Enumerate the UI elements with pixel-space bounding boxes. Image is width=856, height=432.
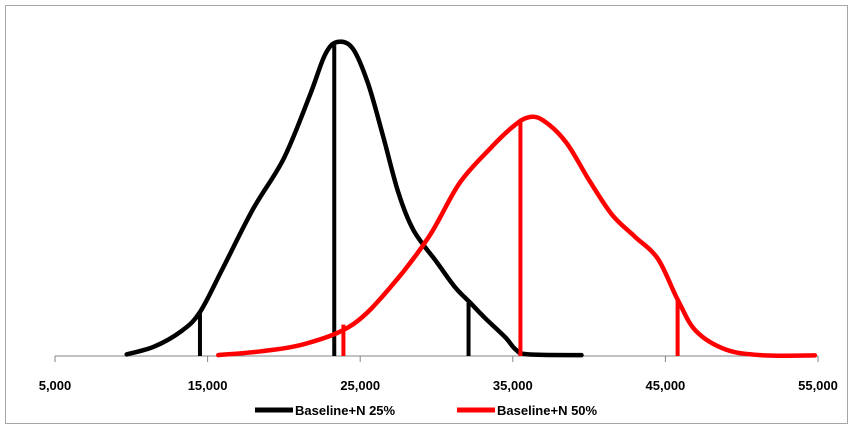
legend-label: Baseline+N 50% (497, 403, 598, 418)
x-axis-ticks: 5,000 15,000 25,000 35,000 45,000 55,000 (39, 356, 838, 393)
legend-item: Baseline+N 50% (457, 403, 598, 418)
series-group (124, 39, 818, 359)
legend-item: Baseline+N 25% (255, 403, 396, 418)
legend: Baseline+N 25% Baseline+N 50% (255, 403, 598, 418)
legend-label: Baseline+N 25% (295, 403, 396, 418)
x-tick-label: 25,000 (340, 378, 380, 393)
x-tick-label: 45,000 (646, 378, 686, 393)
x-tick-label: 5,000 (39, 378, 72, 393)
x-tick-label: 35,000 (493, 378, 533, 393)
series-2 (216, 114, 818, 359)
series-1 (124, 39, 584, 358)
x-tick-label: 15,000 (188, 378, 228, 393)
series-line (124, 39, 584, 358)
x-tick-label: 55,000 (798, 378, 838, 393)
series-line (216, 114, 818, 359)
chart-frame (5, 5, 848, 424)
